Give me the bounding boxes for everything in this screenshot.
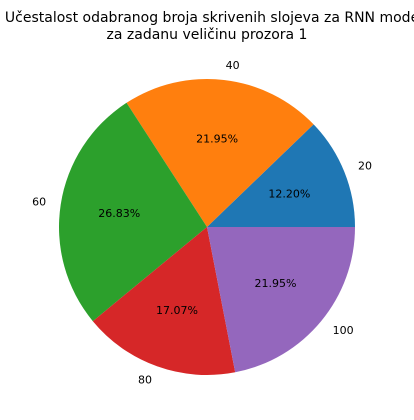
pie-slice-20 xyxy=(207,124,355,227)
pie-slice-80 xyxy=(92,227,236,375)
slice-percent-label: 21.95% xyxy=(196,132,238,145)
pie-slice-60 xyxy=(59,102,208,322)
slice-category-label: 60 xyxy=(32,196,46,209)
slice-category-label: 20 xyxy=(358,160,372,173)
chart-subtitle: za zadanu veličinu prozora 1 xyxy=(107,27,308,43)
slice-category-label: 40 xyxy=(226,59,240,72)
slice-percent-label: 12.20% xyxy=(268,187,310,200)
pie-slice-40 xyxy=(126,79,314,228)
slice-percent-label: 21.95% xyxy=(255,277,297,290)
slice-category-label: 100 xyxy=(333,324,354,337)
slice-percent-label: 26.83% xyxy=(98,207,140,220)
pie-slice-100 xyxy=(207,227,355,373)
chart-title: Učestalost odabranog broja skrivenih slo… xyxy=(5,10,414,26)
slice-category-label: 80 xyxy=(138,374,152,387)
pie-labels: 20 12.20% 40 21.95% 60 26.83% 80 17.07% 100 21.95… xyxy=(32,59,372,387)
slice-percent-label: 17.07% xyxy=(156,304,198,317)
pie-slices xyxy=(59,79,355,375)
